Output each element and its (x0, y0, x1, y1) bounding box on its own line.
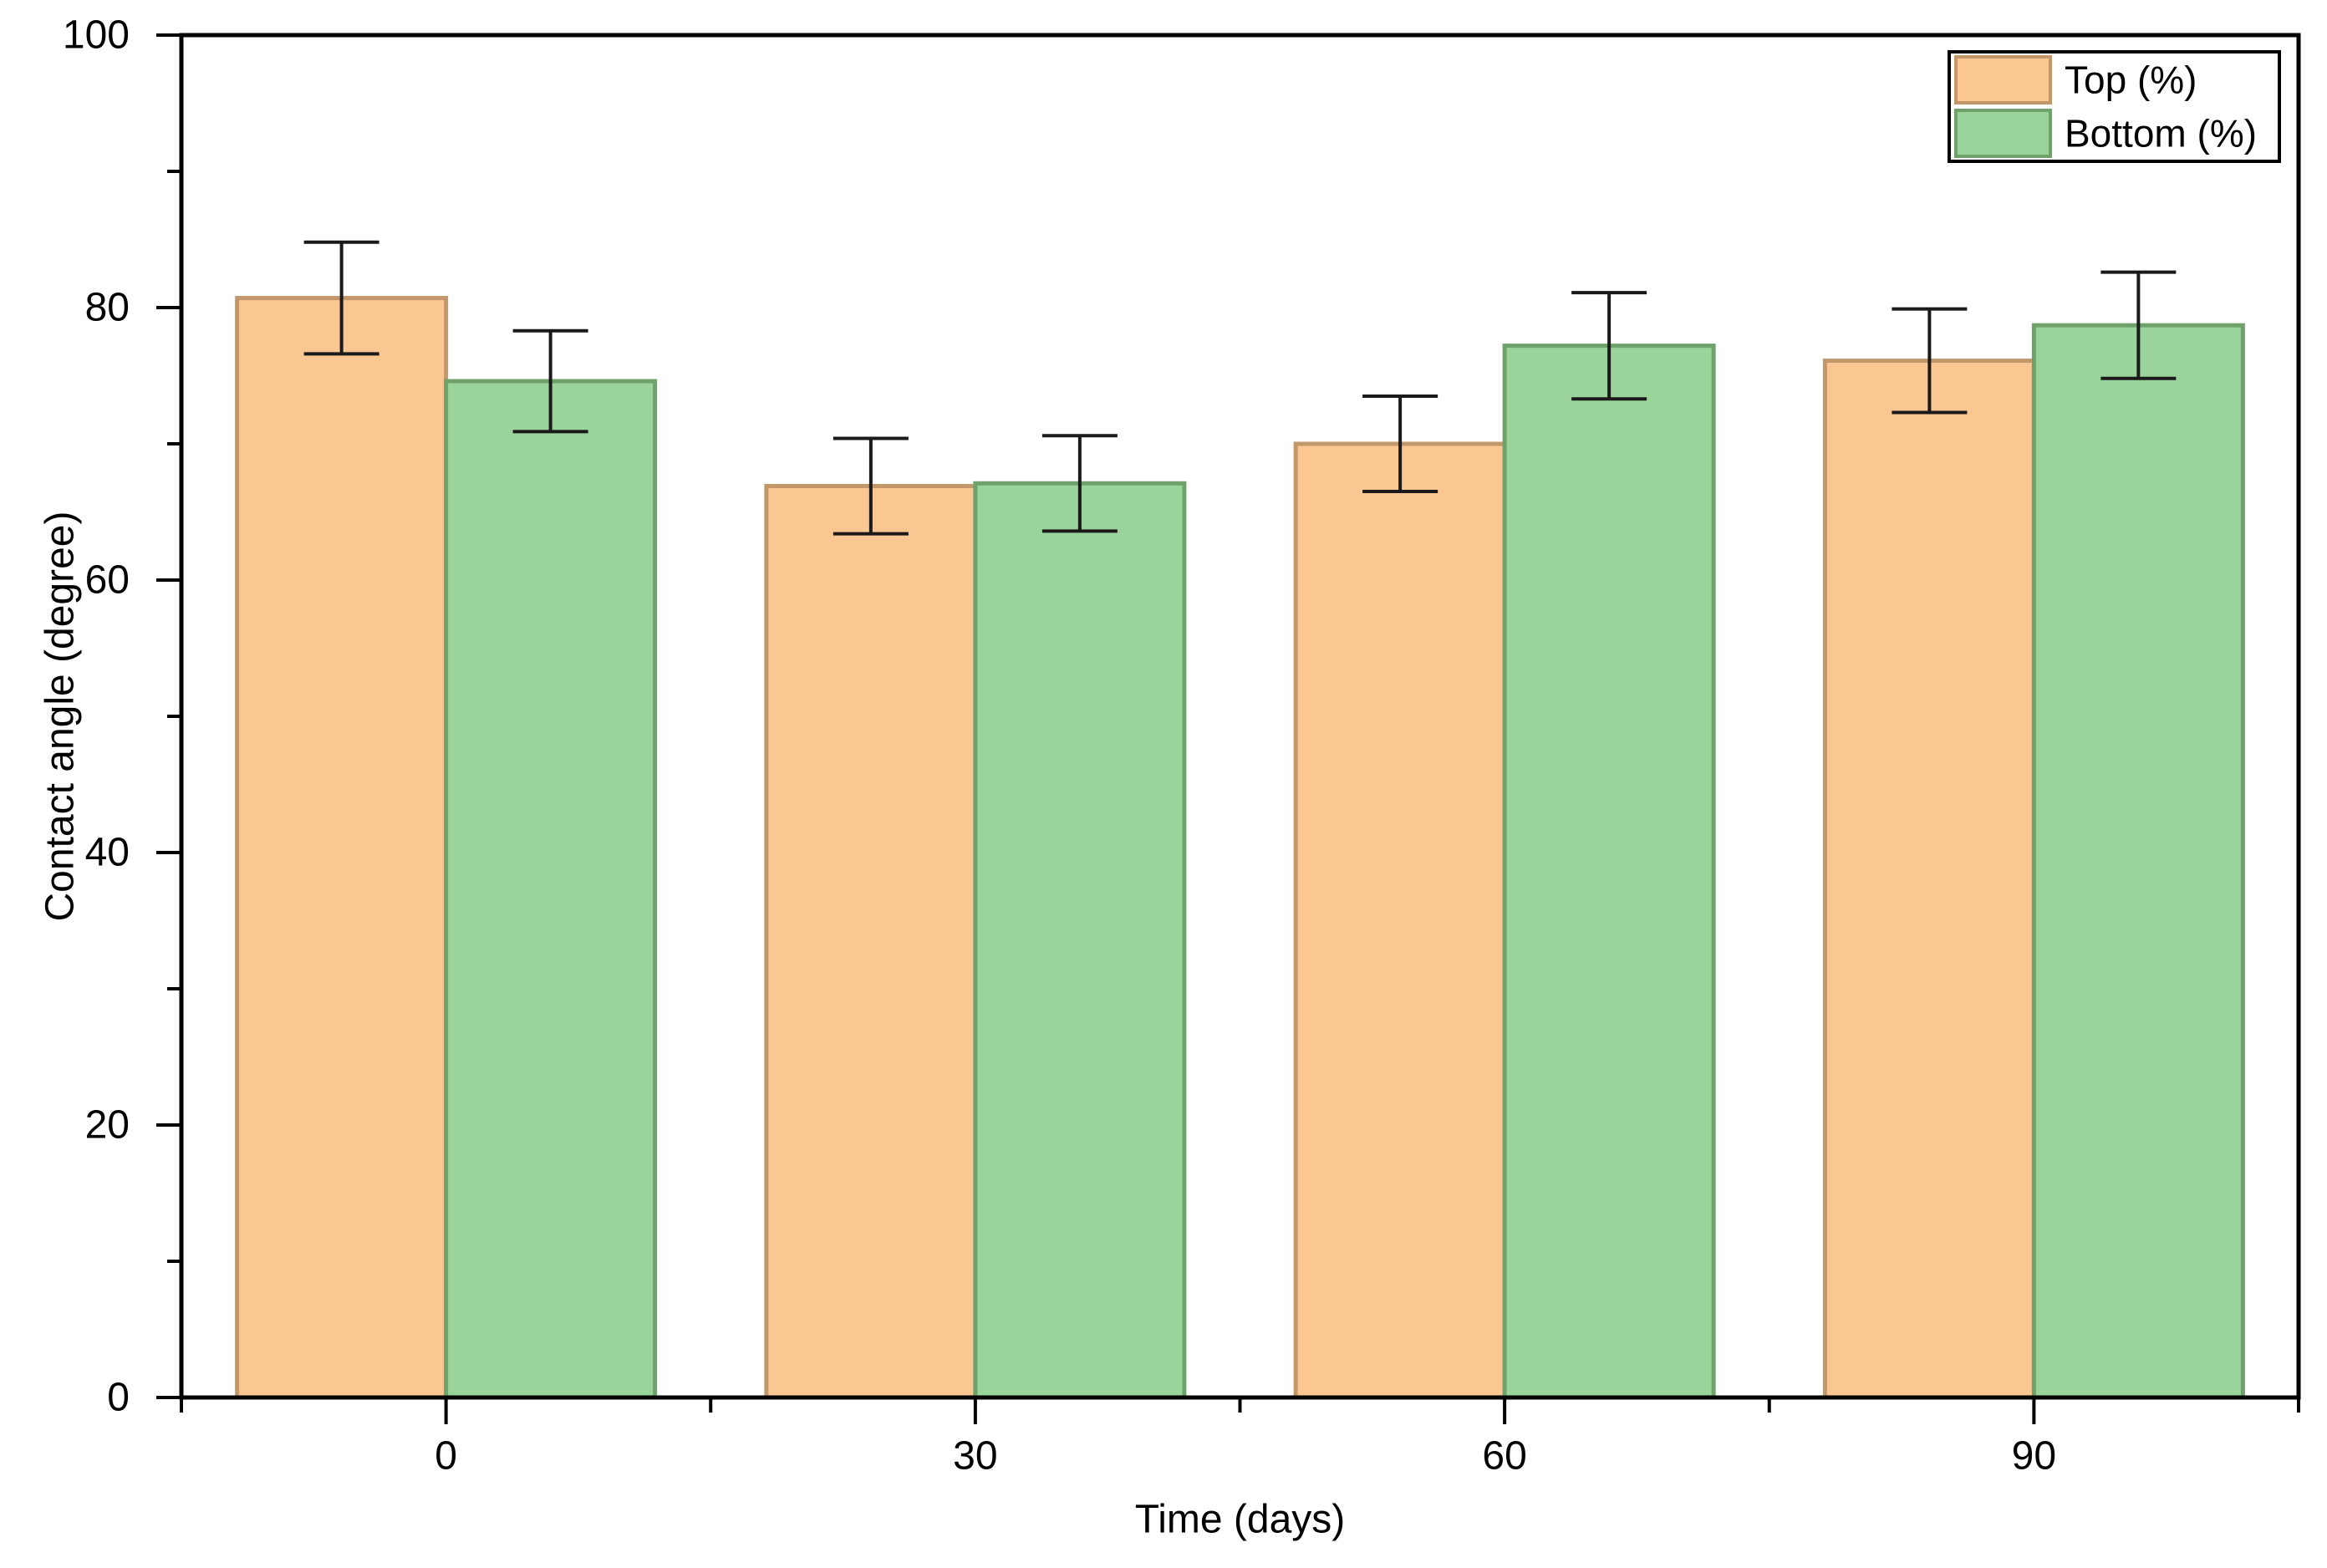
errorbar-bottom-90days (2100, 270, 2177, 380)
bar-top-90days (1822, 359, 2036, 1400)
errorbar-bottom-60days (1571, 291, 1647, 401)
x-tick-label-60: 60 (1482, 1434, 1526, 1479)
errorbar-top-60days (1362, 394, 1438, 494)
bar-top-30days (764, 484, 978, 1400)
y-tick-label-40: 40 (85, 831, 130, 875)
bar-bottom-0days (444, 379, 658, 1400)
y-tick-label-100: 100 (63, 13, 130, 58)
errorbar-bottom-30days (1041, 434, 1118, 533)
x-tick-label-30: 30 (953, 1434, 997, 1479)
errorbar-top-0days (303, 240, 379, 356)
bar-bottom-90days (2031, 323, 2245, 1400)
errorbar-top-30days (833, 436, 909, 536)
legend-label-bottom: Bottom (%) (2065, 112, 2257, 155)
bar-bottom-30days (973, 481, 1187, 1400)
legend-swatch-top (1954, 55, 2052, 104)
y-tick-label-80: 80 (85, 286, 130, 330)
errorbar-top-90days (1892, 307, 1968, 415)
legend-label-top: Top (%) (2065, 59, 2197, 102)
bar-top-60days (1293, 441, 1507, 1400)
y-tick-label-20: 20 (85, 1103, 130, 1148)
bar-bottom-60days (1502, 344, 1716, 1400)
errorbar-bottom-0days (512, 328, 588, 434)
x-tick-label-0: 0 (435, 1434, 457, 1479)
y-axis-title: Contact angle (degree) (38, 512, 83, 922)
y-tick-label-60: 60 (85, 558, 130, 603)
legend-swatch-bottom (1954, 109, 2052, 158)
x-tick-label-90: 90 (2012, 1434, 2056, 1479)
legend: Top (%) Bottom (%) (1948, 50, 2281, 163)
bar-top-0days (235, 296, 449, 1400)
y-tick-label-0: 0 (107, 1376, 130, 1420)
x-axis-title: Time (days) (1135, 1498, 1346, 1542)
